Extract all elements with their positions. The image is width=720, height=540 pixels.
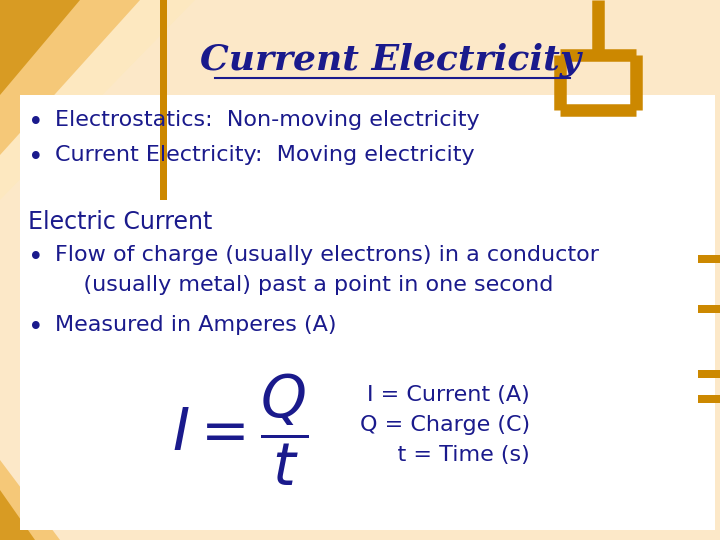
Text: (usually metal) past a point in one second: (usually metal) past a point in one seco… xyxy=(55,275,554,295)
Polygon shape xyxy=(0,0,195,200)
Text: Electric Current: Electric Current xyxy=(28,210,212,234)
Bar xyxy=(698,395,720,403)
Text: $\mathit{I} = \dfrac{\mathit{Q}}{\mathit{t}}$: $\mathit{I} = \dfrac{\mathit{Q}}{\mathit… xyxy=(171,372,308,488)
Bar xyxy=(698,370,720,378)
Text: Measured in Amperes (A): Measured in Amperes (A) xyxy=(55,315,336,335)
Text: Current Electricity:  Moving electricity: Current Electricity: Moving electricity xyxy=(55,145,474,165)
Bar xyxy=(20,95,715,530)
Polygon shape xyxy=(0,490,35,540)
Text: •: • xyxy=(28,110,44,136)
Polygon shape xyxy=(0,0,140,155)
Polygon shape xyxy=(0,0,80,95)
Text: •: • xyxy=(28,145,44,171)
Text: Flow of charge (usually electrons) in a conductor: Flow of charge (usually electrons) in a … xyxy=(55,245,599,265)
Bar xyxy=(160,0,167,200)
Text: Q = Charge (C): Q = Charge (C) xyxy=(360,415,530,435)
Text: •: • xyxy=(28,245,44,271)
Polygon shape xyxy=(0,460,60,540)
Bar xyxy=(698,305,720,313)
Text: •: • xyxy=(28,315,44,341)
Text: t = Time (s): t = Time (s) xyxy=(369,445,530,465)
Text: I = Current (A): I = Current (A) xyxy=(367,385,530,405)
Bar xyxy=(698,255,720,263)
Text: Current Electricity: Current Electricity xyxy=(199,43,580,77)
Text: Electrostatics:  Non-moving electricity: Electrostatics: Non-moving electricity xyxy=(55,110,480,130)
